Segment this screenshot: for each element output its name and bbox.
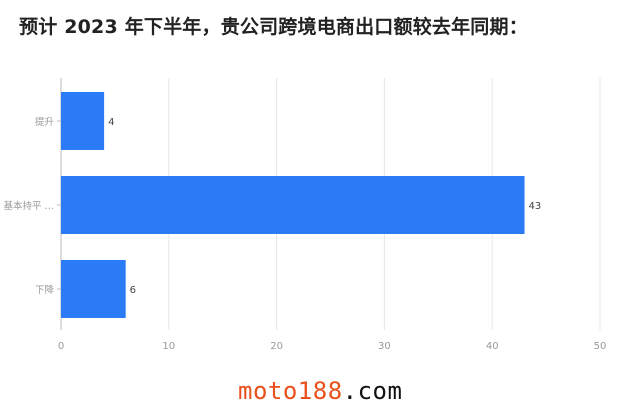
x-tick-label: 20 <box>270 341 283 352</box>
watermark-text-1: moto188 <box>238 377 343 405</box>
data-label: 6 <box>130 285 136 296</box>
x-tick-label: 10 <box>162 341 175 352</box>
category-label: 下降 <box>35 284 55 296</box>
x-tick-label: 30 <box>378 341 391 352</box>
bar <box>61 176 525 234</box>
data-label: 4 <box>108 117 114 128</box>
x-tick-label: 40 <box>486 341 499 352</box>
category-label: 基本持平 … <box>3 200 54 212</box>
x-tick-label: 0 <box>58 341 64 352</box>
bar <box>61 92 105 150</box>
x-tick-label: 50 <box>594 341 607 352</box>
chart-title: 预计 2023 年下半年，贵公司跨境电商出口额较去年同期： <box>19 16 528 38</box>
watermark-text-2: .com <box>342 377 403 405</box>
category-label: 提升 <box>35 116 55 128</box>
watermark: moto188.com <box>238 377 402 405</box>
bar <box>61 260 126 318</box>
data-label: 43 <box>529 201 542 212</box>
